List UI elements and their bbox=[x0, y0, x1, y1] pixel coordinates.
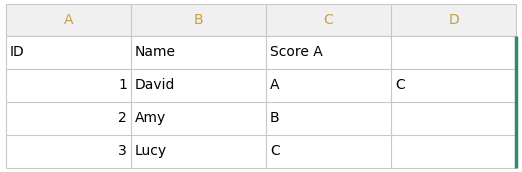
Text: 2: 2 bbox=[118, 111, 127, 126]
Text: D: D bbox=[448, 13, 459, 27]
Text: A: A bbox=[64, 13, 73, 27]
Text: Score A: Score A bbox=[270, 45, 323, 60]
Bar bbox=[6, 4, 516, 36]
Text: ID: ID bbox=[10, 45, 25, 60]
Text: Lucy: Lucy bbox=[135, 144, 167, 158]
Text: Amy: Amy bbox=[135, 111, 166, 126]
Text: David: David bbox=[135, 78, 175, 93]
Text: A: A bbox=[270, 78, 280, 93]
Text: 3: 3 bbox=[118, 144, 127, 158]
Text: 1: 1 bbox=[118, 78, 127, 93]
Text: B: B bbox=[194, 13, 204, 27]
Text: C: C bbox=[270, 144, 280, 158]
Text: B: B bbox=[270, 111, 280, 126]
Text: Name: Name bbox=[135, 45, 176, 60]
Text: C: C bbox=[324, 13, 334, 27]
Text: C: C bbox=[395, 78, 405, 93]
